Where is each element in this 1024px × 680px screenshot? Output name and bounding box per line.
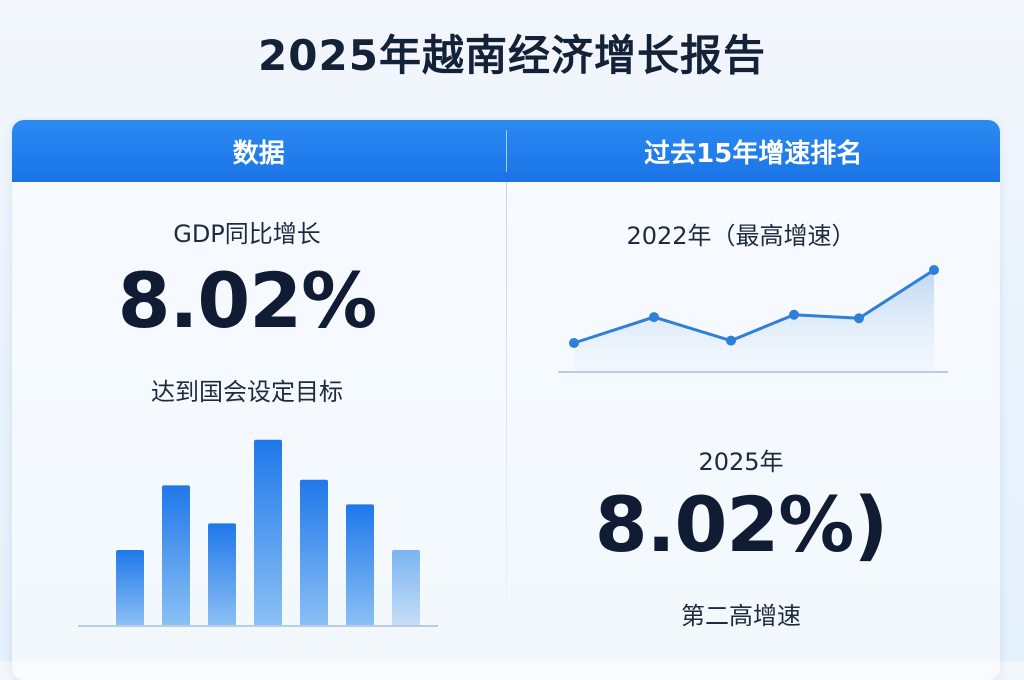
gdp-value: 8.02% bbox=[117, 256, 378, 345]
page-title: 2025年越南经济增长报告 bbox=[258, 31, 766, 80]
line-point-4 bbox=[789, 309, 799, 320]
line-point-6 bbox=[929, 265, 939, 275]
line-chart-series bbox=[573, 268, 935, 345]
rank-caption: 第二高增速 bbox=[681, 602, 801, 630]
header-ranking: 过去15年增速排名 bbox=[644, 138, 863, 169]
current-year-label: 2025年 bbox=[698, 448, 784, 476]
gdp-label: GDP同比增长 bbox=[173, 220, 321, 248]
line-chart-area bbox=[574, 270, 934, 372]
line-point-5 bbox=[854, 313, 864, 324]
line-point-2 bbox=[649, 312, 659, 323]
gdp-caption: 达到国会设定目标 bbox=[151, 378, 343, 406]
current-growth-value: 8.02%) bbox=[594, 480, 888, 569]
bar-4 bbox=[254, 439, 282, 626]
bar-7 bbox=[392, 550, 420, 626]
header-data: 数据 bbox=[232, 138, 285, 169]
peak-year-label: 2022年（最高增速） bbox=[626, 222, 856, 250]
header-divider bbox=[505, 130, 507, 172]
column-divider bbox=[506, 182, 507, 680]
line-chart bbox=[558, 265, 948, 373]
bar-5 bbox=[300, 479, 328, 626]
bar-3 bbox=[208, 523, 236, 626]
line-point-1 bbox=[569, 338, 579, 348]
bar-1 bbox=[116, 550, 144, 626]
header-bar: 数据 过去15年增速排名 bbox=[12, 120, 1000, 182]
bar-chart bbox=[78, 439, 438, 627]
line-point-3 bbox=[726, 335, 736, 346]
bar-6 bbox=[346, 504, 374, 626]
bar-2 bbox=[162, 485, 190, 626]
